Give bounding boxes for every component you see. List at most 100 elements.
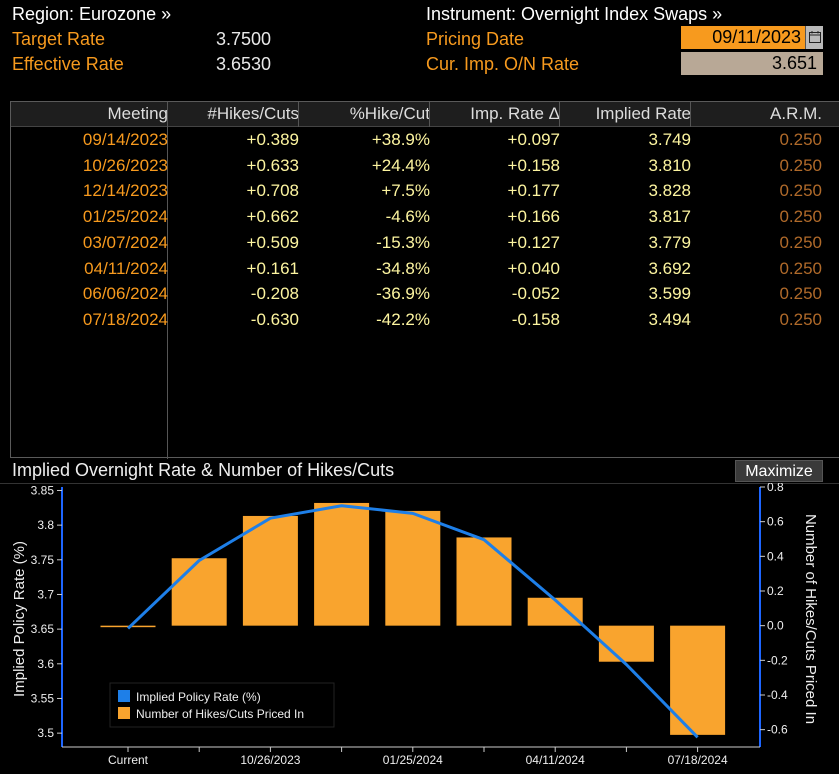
meetings-table: Meeting #Hikes/Cuts %Hike/Cut Imp. Rate …	[10, 101, 839, 459]
left-tick-label: 3.8	[37, 518, 54, 532]
target-rate-label: Target Rate	[12, 29, 106, 49]
cell-arm-value: 0.250	[779, 130, 822, 149]
table-header: Meeting #Hikes/Cuts %Hike/Cut Imp. Rate …	[11, 102, 839, 127]
cell-pct-hike-cut: +38.9%	[371, 130, 430, 149]
left-tick-label: 3.75	[31, 553, 55, 567]
table-row[interactable]: 10/26/2023 +0.633 +24.4% +0.158 3.810 0.250	[11, 153, 839, 178]
left-tick-label: 3.85	[31, 483, 55, 497]
cur-imp-rate-label: Cur. Imp. O/N Rate	[426, 54, 580, 74]
table-row[interactable]: 12/14/2023 +0.708 +7.5% +0.177 3.828 0.250	[11, 178, 839, 203]
cell-imp-rate-delta: -0.052	[511, 284, 560, 304]
col-header-meeting[interactable]: Meeting	[107, 104, 168, 123]
cell-imp-rate-delta: +0.158	[507, 155, 560, 175]
left-tick-label: 3.65	[31, 622, 55, 636]
right-tick-label: 0.8	[767, 483, 784, 494]
cell-pct-hike-cut: -4.6%	[385, 207, 430, 227]
cell-meeting-date: 06/06/2024	[82, 284, 168, 304]
column-divider	[429, 102, 430, 127]
left-axis-title: Implied Policy Rate (%)	[11, 541, 28, 697]
x-tick-label: 07/18/2024	[668, 753, 728, 767]
table-row[interactable]: 04/11/2024 +0.161 -34.8% +0.040 3.692 0.250	[11, 256, 839, 281]
bar-hikes-cuts	[385, 510, 441, 626]
cell-hikes-cuts: +0.509	[246, 232, 299, 252]
right-tick-label: -0.2	[767, 653, 788, 667]
cell-imp-rate-delta: +0.166	[507, 207, 560, 227]
cell-meeting-date: 03/07/2024	[82, 232, 168, 252]
x-tick-label: 01/25/2024	[383, 753, 443, 767]
col-header-implied-rate[interactable]: Implied Rate	[595, 104, 691, 123]
cell-implied-rate: 3.692	[648, 258, 691, 278]
x-tick-label: 10/26/2023	[240, 753, 300, 767]
legend-swatch-bar	[118, 707, 130, 719]
cell-imp-rate-delta: +0.040	[507, 258, 560, 278]
table-row[interactable]: 07/18/2024 -0.630 -42.2% -0.158 3.494 0.250	[11, 307, 839, 332]
bar-hikes-cuts	[456, 537, 512, 626]
cell-implied-rate: 3.828	[648, 181, 691, 201]
cell-hikes-cuts: -0.208	[250, 284, 299, 304]
cell-pct-hike-cut: +7.5%	[381, 181, 430, 201]
right-tick-label: 0.0	[767, 619, 784, 633]
col-header-pct-hike-cut[interactable]: %Hike/Cut	[349, 104, 430, 123]
col-header-imp-rate-delta[interactable]: Imp. Rate Δ	[470, 104, 560, 123]
right-tick-label: 0.4	[767, 549, 784, 563]
maximize-button[interactable]: Maximize	[735, 460, 823, 482]
cell-imp-rate-delta: -0.158	[511, 309, 560, 329]
cell-hikes-cuts: +0.662	[246, 207, 299, 227]
legend-label-line: Implied Policy Rate (%)	[136, 690, 261, 704]
implied-rate-chart: 3.5 3.55 3.6 3.65 3.7 3.75 3.8 3.85 -0.6 -0.4 -0.2…	[11, 483, 819, 767]
bar-hikes-cuts	[171, 558, 227, 626]
cell-hikes-cuts: +0.633	[246, 155, 299, 175]
cell-arm-value: 0.250	[779, 207, 822, 227]
cell-pct-hike-cut: -34.8%	[376, 258, 430, 278]
effective-rate-value: 3.6530	[216, 54, 272, 74]
cell-meeting-date: 10/26/2023	[82, 155, 168, 175]
cell-hikes-cuts: +0.389	[246, 130, 299, 149]
cell-arm-value: 0.250	[779, 309, 822, 329]
table-row[interactable]: 01/25/2024 +0.662 -4.6% +0.166 3.817 0.250	[11, 204, 839, 229]
left-tick-label: 3.5	[37, 726, 54, 740]
instrument-selector[interactable]: Instrument: Overnight Index Swaps »	[426, 4, 723, 24]
right-tick-label: 0.2	[767, 584, 784, 598]
chart-title: Implied Overnight Rate & Number of Hikes…	[12, 460, 395, 480]
right-axis-title: Number of Hikes/Cuts Priced In	[802, 514, 819, 724]
column-divider	[559, 102, 560, 127]
cell-imp-rate-delta: +0.127	[507, 232, 560, 252]
cell-meeting-date: 01/25/2024	[82, 207, 168, 227]
left-tick-label: 3.6	[37, 657, 54, 671]
column-divider	[167, 102, 168, 459]
cell-meeting-date: 09/14/2023	[82, 130, 168, 149]
cell-arm-value: 0.250	[779, 232, 822, 252]
pricing-date-input[interactable]: 09/11/2023	[681, 26, 805, 49]
table-row[interactable]: 06/06/2024 -0.208 -36.9% -0.052 3.599 0.250	[11, 281, 839, 306]
calendar-button[interactable]	[805, 26, 823, 49]
table-row[interactable]: 03/07/2024 +0.509 -15.3% +0.127 3.779 0.250	[11, 230, 839, 255]
col-header-hikes-cuts[interactable]: #Hikes/Cuts	[207, 104, 299, 123]
legend-swatch-line	[118, 690, 130, 702]
cell-arm-value: 0.250	[779, 258, 822, 278]
column-divider	[690, 102, 691, 127]
bar-hikes-cuts	[314, 502, 370, 626]
bar-hikes-cuts	[527, 597, 583, 626]
cell-implied-rate: 3.494	[648, 309, 691, 329]
cell-arm-value: 0.250	[779, 181, 822, 201]
calendar-icon	[809, 31, 821, 43]
pricing-date-label: Pricing Date	[426, 29, 525, 49]
cell-implied-rate: 3.599	[648, 284, 691, 304]
left-tick-label: 3.7	[37, 587, 54, 601]
cell-arm-value: 0.250	[779, 284, 822, 304]
cur-imp-rate-value: 3.651	[681, 52, 823, 75]
cell-hikes-cuts: -0.630	[250, 309, 299, 329]
chart-divider	[0, 483, 839, 484]
column-divider	[298, 102, 299, 127]
effective-rate-label: Effective Rate	[12, 54, 124, 74]
cell-hikes-cuts: +0.708	[246, 181, 299, 201]
right-tick-label: 0.6	[767, 515, 784, 529]
region-selector[interactable]: Region: Eurozone »	[12, 4, 172, 24]
cell-implied-rate: 3.817	[648, 207, 691, 227]
table-row[interactable]: 09/14/2023 +0.389 +38.9% +0.097 3.749 0.250	[11, 127, 839, 152]
cell-imp-rate-delta: +0.097	[507, 130, 560, 149]
legend-label-bar: Number of Hikes/Cuts Priced In	[136, 707, 304, 721]
col-header-arm[interactable]: A.R.M.	[770, 104, 822, 123]
right-tick-label: -0.4	[767, 688, 788, 702]
cell-implied-rate: 3.749	[648, 130, 691, 149]
